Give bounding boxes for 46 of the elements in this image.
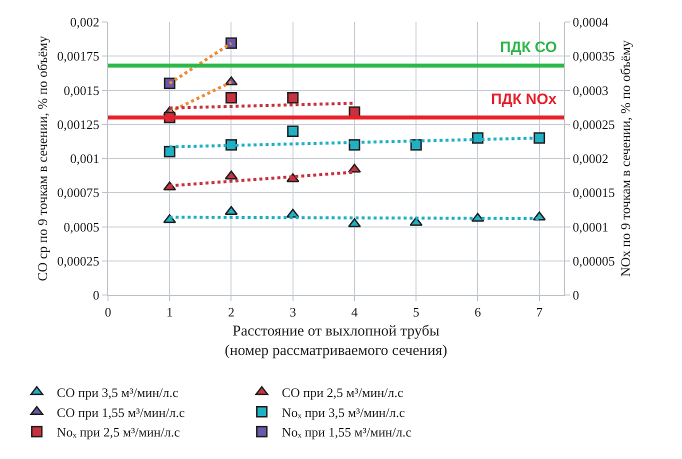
- legend-label: Noₓ при 1,55 м³/мин/л.с: [282, 424, 412, 440]
- y-tick-label: 0,00025: [57, 253, 100, 268]
- point: [224, 206, 238, 215]
- x-tick-label: 6: [474, 304, 482, 320]
- ref-line-label: ПДК СО: [500, 39, 558, 56]
- y2-tick-label: 0,0004: [572, 14, 609, 30]
- y2-tick-label: 0,00005: [572, 253, 615, 268]
- y-tick-label: 0,00125: [57, 116, 100, 132]
- point: [534, 132, 546, 144]
- y-axis-title: СО ср по 9 точкам в сечении, % по объёму: [34, 36, 50, 282]
- legend-label: СО при 1,55 м³/мин/л.с: [56, 404, 185, 420]
- y-tick-label: 0: [92, 288, 100, 303]
- y-tick-label: 0,00175: [57, 48, 100, 64]
- point: [164, 78, 176, 90]
- point: [287, 92, 299, 104]
- y2-tick-label: 0: [572, 288, 580, 303]
- y-tick-label: 0,00075: [57, 185, 100, 200]
- y2-tick-label: 0,00025: [572, 116, 615, 132]
- point: [225, 92, 237, 104]
- y2-tick-label: 0,0001: [572, 219, 608, 234]
- legend-label: Noₓ при 2,5 м³/мин/л.с: [56, 424, 180, 440]
- legend-label: СО при 2,5 м³/мин/л.с: [282, 384, 404, 400]
- point: [225, 37, 237, 49]
- y-tick-label: 0,001: [70, 151, 100, 166]
- ref-line-label: ПДК NOx: [491, 91, 558, 108]
- x-tick-label: 1: [166, 304, 173, 320]
- x-tick-label: 4: [351, 304, 358, 320]
- y-tick-label: 0,002: [70, 14, 100, 30]
- y2-axis-title: NOx по 9 точкам в сечении, % по объёму: [618, 40, 633, 277]
- x-tick-label: 0: [104, 304, 112, 320]
- x-tick-label: 5: [412, 304, 420, 320]
- legend-label: СО при 3,5 м³/мин/л.с: [56, 384, 178, 400]
- y2-tick-label: 0,0003: [572, 82, 608, 98]
- x-tick-label: 3: [290, 304, 296, 320]
- y-tick-label: 0,0015: [64, 82, 100, 98]
- y2-tick-label: 0,00015: [572, 185, 615, 200]
- x-tick-label: 2: [228, 304, 234, 320]
- legend-label: Noₓ при 3,5 м³/мин/л.с: [282, 404, 406, 420]
- point: [287, 125, 299, 137]
- y2-tick-label: 0,0002: [572, 151, 608, 166]
- x-tick-label: 7: [536, 304, 544, 320]
- x-axis-title: Расстояние от выхлопной трубы (номер рассматриваемого сечения): [224, 324, 448, 360]
- y2-tick-label: 0,00035: [572, 48, 615, 64]
- point: [164, 146, 176, 158]
- y-tick-label: 0,0005: [64, 219, 100, 234]
- point: [410, 216, 423, 226]
